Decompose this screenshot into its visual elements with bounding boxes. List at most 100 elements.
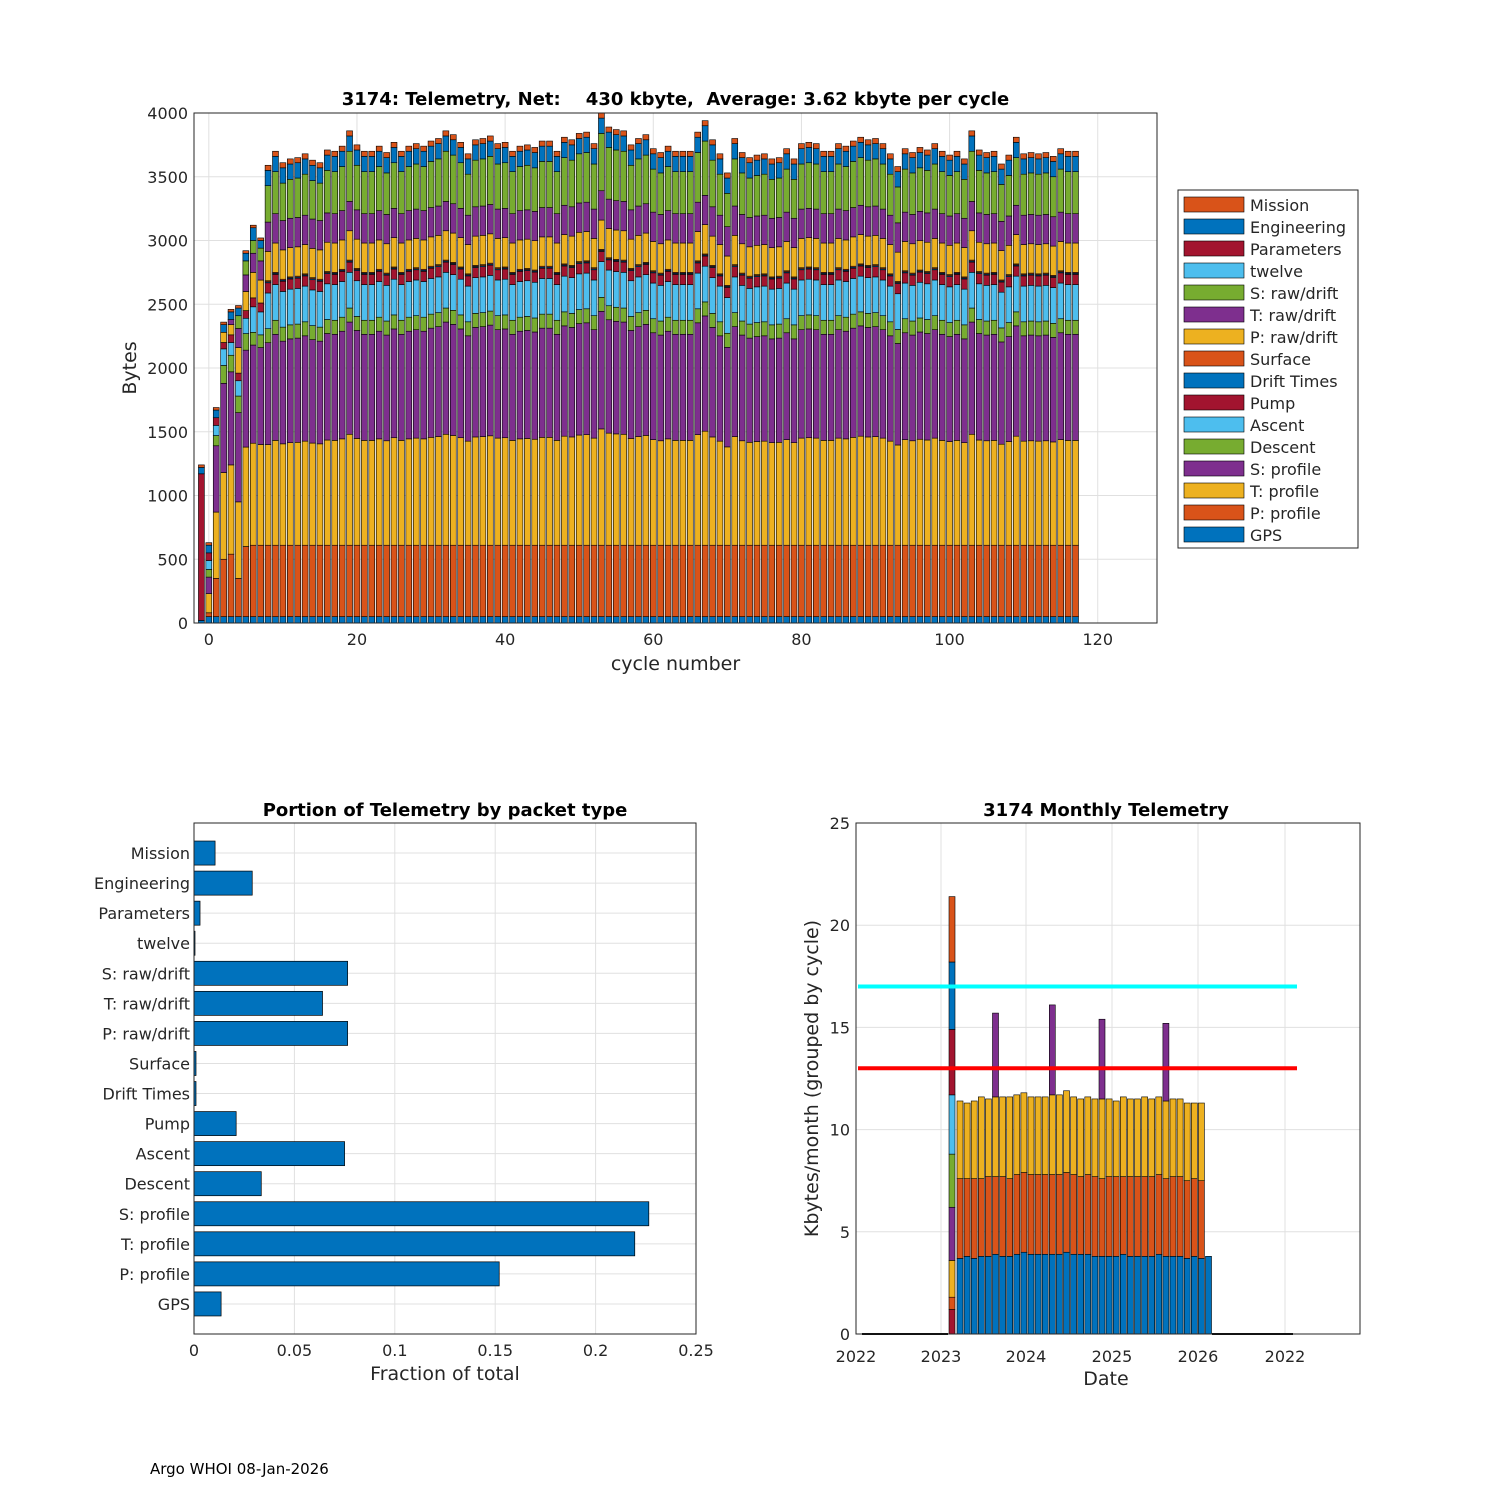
bar-segment xyxy=(775,442,783,546)
bar-segment xyxy=(457,237,464,268)
bar-segment xyxy=(672,171,679,214)
bar-segment xyxy=(420,210,427,241)
bar-segment xyxy=(353,438,361,546)
bar-segment xyxy=(375,150,383,167)
bar-segment xyxy=(835,163,842,210)
bar-segment xyxy=(546,207,553,238)
bar-segment xyxy=(627,209,635,240)
bar-segment xyxy=(405,616,413,624)
bar-segment xyxy=(627,270,635,282)
bar-segment xyxy=(412,544,420,617)
bar-segment xyxy=(346,544,353,617)
bar-segment xyxy=(472,313,479,328)
bar-segment xyxy=(879,238,887,269)
bar-segment xyxy=(509,242,516,273)
bar-segment xyxy=(827,319,835,335)
chart-title: Portion of Telemetry by packet type xyxy=(263,800,628,821)
bar-segment xyxy=(761,616,768,624)
bar-segment xyxy=(864,206,872,237)
bar-segment xyxy=(805,162,813,209)
bar-segment xyxy=(731,326,739,437)
bar-segment xyxy=(561,275,568,313)
bar-segment xyxy=(472,616,479,624)
bar-segment xyxy=(1072,171,1079,214)
bar-segment xyxy=(642,232,650,263)
bar-segment xyxy=(1084,1096,1092,1175)
bar-segment xyxy=(501,208,509,238)
bar xyxy=(193,840,216,866)
bar-segment xyxy=(709,235,716,266)
bar-segment xyxy=(672,213,679,244)
bar-segment xyxy=(961,544,968,617)
y-axis-label: Kbytes/month (grouped by cycle) xyxy=(801,920,823,1237)
bar-segment xyxy=(998,341,1005,445)
bar-segment xyxy=(1064,156,1072,172)
bar-segment xyxy=(1050,161,1057,178)
bar-segment xyxy=(1020,440,1027,546)
bar-segment xyxy=(590,616,598,624)
bar-segment xyxy=(738,243,746,274)
bar-segment xyxy=(494,148,501,165)
bar-segment xyxy=(294,246,301,277)
bar-segment xyxy=(924,319,931,334)
bar-segment xyxy=(509,319,516,335)
bar-segment xyxy=(731,312,739,327)
bar-segment xyxy=(938,440,946,546)
bar-segment xyxy=(450,544,457,617)
bar-segment xyxy=(635,235,642,265)
bar-segment xyxy=(561,234,568,265)
bar-segment xyxy=(620,261,627,273)
bar-segment xyxy=(716,335,724,442)
bar-segment xyxy=(1012,275,1020,313)
bar-segment xyxy=(235,305,242,309)
bar-segment xyxy=(257,279,264,304)
bar-segment xyxy=(1064,616,1072,624)
bar-segment xyxy=(1042,152,1050,158)
bar-segment xyxy=(709,159,716,208)
bar-segment xyxy=(301,335,309,442)
bar-segment xyxy=(701,125,709,142)
bar-segment xyxy=(970,1178,978,1259)
bar-segment xyxy=(1084,1174,1092,1255)
bar-segment xyxy=(242,333,250,351)
bar-segment xyxy=(805,142,813,148)
bar-segment xyxy=(1027,334,1035,442)
bar-segment xyxy=(531,317,539,333)
bar-segment xyxy=(583,616,590,624)
bar-segment xyxy=(916,616,924,624)
bar-segment xyxy=(1034,1096,1042,1175)
bar-segment xyxy=(590,208,598,239)
bar-segment xyxy=(746,217,753,248)
x-tick-label: 100 xyxy=(934,630,965,649)
bar-segment xyxy=(805,328,813,439)
bar-segment xyxy=(353,280,361,317)
bar-segment xyxy=(279,162,287,169)
bar-segment xyxy=(977,1096,985,1179)
bar-segment xyxy=(249,252,257,273)
bar-segment xyxy=(487,135,494,142)
bar-segment xyxy=(753,616,761,624)
bar-segment xyxy=(1020,214,1027,245)
bar-segment xyxy=(650,318,657,334)
bar-segment xyxy=(842,145,850,152)
bar-segment xyxy=(272,440,279,546)
bar-segment xyxy=(257,237,264,241)
bar-segment xyxy=(383,320,390,336)
bar-segment xyxy=(1049,1253,1056,1335)
bar-segment xyxy=(998,544,1005,617)
bar-segment xyxy=(1020,153,1027,160)
bar-segment xyxy=(946,154,953,161)
bar-segment xyxy=(464,544,472,617)
bar-segment xyxy=(287,442,294,546)
bar xyxy=(193,870,253,896)
x-tick-label: 2023 xyxy=(921,1347,962,1366)
y-tick-label: T: raw/drift xyxy=(103,994,190,1013)
y-tick-label: 1000 xyxy=(147,487,188,506)
bar-segment xyxy=(1042,440,1050,546)
bar-segment xyxy=(716,173,724,216)
bar-segment xyxy=(427,267,435,279)
bar-segment xyxy=(516,281,524,318)
bar-segment xyxy=(553,242,561,273)
bar-segment xyxy=(1063,1251,1070,1335)
bar-segment xyxy=(279,443,287,546)
